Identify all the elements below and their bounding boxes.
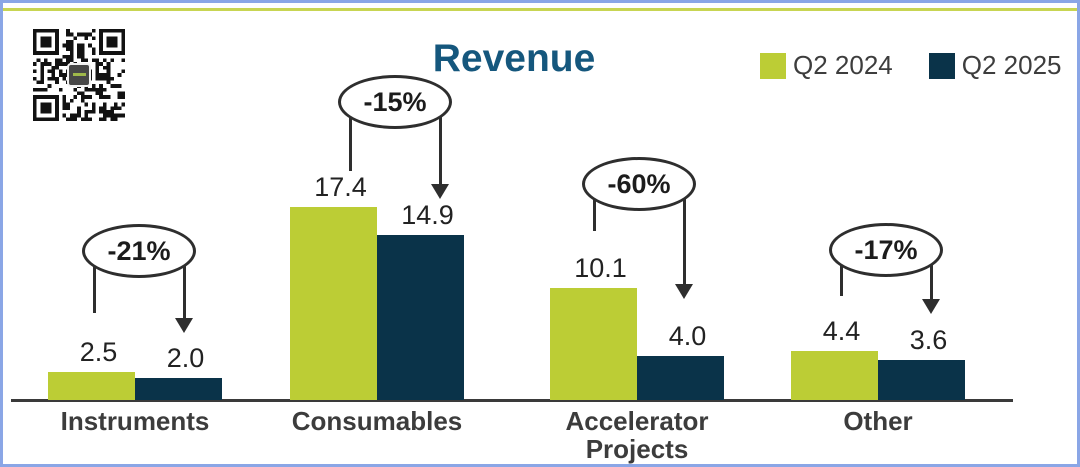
value-label-q2-2024-other: 4.4 (822, 316, 861, 347)
category-label-other: Other (843, 406, 913, 436)
bar-q2-2024-accelerator-projects (550, 287, 637, 400)
value-label-q2-2025-accelerator-projects: 4.0 (668, 320, 707, 351)
callout-consumables: -15% (338, 75, 452, 129)
bar-q2-2024-consumables (290, 206, 377, 400)
callout-arrow-line-accelerator-projects (683, 198, 686, 285)
callout-arrowhead-accelerator-projects (675, 284, 693, 299)
value-label-q2-2024-instruments: 2.5 (79, 337, 118, 368)
legend: Q2 2024 Q2 2025 (760, 50, 1062, 81)
chart-title: Revenue (432, 37, 596, 80)
legend-label-q2-2024: Q2 2024 (793, 50, 893, 80)
qr-center-logo-icon (67, 63, 91, 87)
value-label-q2-2024-consumables: 17.4 (314, 171, 367, 202)
callout-other: -17% (829, 223, 943, 277)
value-label-q2-2024-accelerator-projects: 10.1 (574, 252, 627, 283)
callout-arrow-line-other (930, 264, 933, 300)
callout-line-left-instruments (93, 266, 96, 313)
x-axis-line (11, 399, 1013, 402)
legend-label-q2-2025: Q2 2025 (961, 50, 1062, 80)
bar-q2-2025-instruments (135, 377, 222, 400)
callout-arrow-line-consumables (439, 116, 442, 185)
bar-q2-2025-consumables (377, 234, 464, 400)
category-label-instruments: Instruments (60, 406, 210, 436)
callout-accelerator-projects: -60% (582, 157, 696, 211)
callout-arrowhead-instruments (175, 318, 193, 333)
qr-code-icon (33, 29, 125, 121)
callout-line-left-accelerator-projects (593, 199, 596, 231)
value-label-q2-2025-instruments: 2.0 (166, 342, 205, 373)
legend-swatch-q2-2024 (760, 52, 786, 79)
legend-swatch-q2-2025 (928, 52, 955, 79)
callout-instruments: -21% (82, 224, 196, 278)
bar-q2-2025-accelerator-projects (637, 355, 724, 400)
value-label-q2-2025-consumables: 14.9 (401, 199, 454, 230)
callout-arrowhead-consumables (431, 184, 449, 199)
callout-arrow-line-instruments (183, 265, 186, 319)
top-accent-line (3, 8, 1077, 11)
callout-line-left-other (840, 265, 843, 296)
value-label-q2-2025-other: 3.6 (909, 325, 948, 356)
category-label-accelerator-projects: Accelerator Projects (565, 406, 709, 464)
bar-q2-2024-other (791, 351, 878, 400)
bar-q2-2025-other (878, 360, 965, 400)
bar-q2-2024-instruments (48, 372, 135, 400)
callout-arrowhead-other (922, 299, 940, 314)
callout-line-left-consumables (349, 117, 352, 171)
category-label-consumables: Consumables (291, 406, 463, 436)
